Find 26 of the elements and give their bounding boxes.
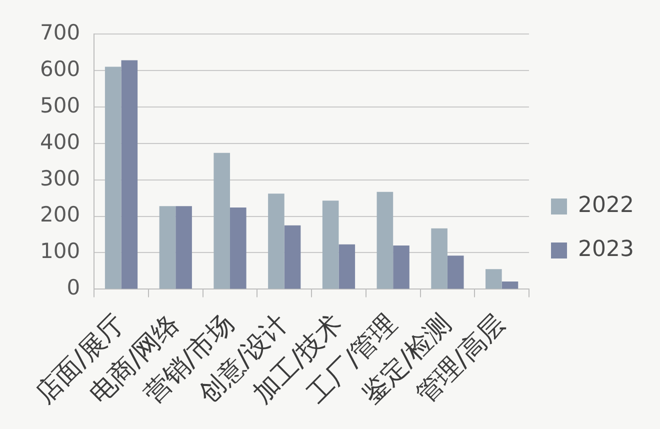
legend-label: 2023 — [578, 237, 634, 262]
bar — [214, 152, 230, 289]
bar — [393, 245, 410, 289]
bar — [447, 256, 464, 289]
bar — [230, 208, 246, 289]
bar — [159, 206, 176, 289]
y-tick-label: 400 — [40, 130, 80, 154]
bar — [104, 66, 122, 289]
y-tick-label: 600 — [40, 56, 80, 81]
y-tick-label: 700 — [40, 20, 80, 44]
bar — [431, 228, 448, 289]
bar — [284, 225, 301, 289]
y-tick-label: 100 — [40, 239, 80, 264]
bar — [376, 192, 394, 289]
bar — [486, 269, 502, 289]
bar — [322, 200, 339, 289]
bar — [338, 244, 356, 289]
y-tick-label: 0 — [66, 276, 80, 300]
bar — [121, 60, 138, 289]
legend-label: 2022 — [578, 193, 634, 218]
bar — [268, 194, 284, 289]
y-tick-label: 200 — [40, 202, 80, 227]
y-tick-label: 500 — [40, 93, 80, 118]
y-tick-label: 300 — [40, 166, 80, 190]
bar — [176, 206, 192, 289]
bar — [502, 282, 518, 289]
